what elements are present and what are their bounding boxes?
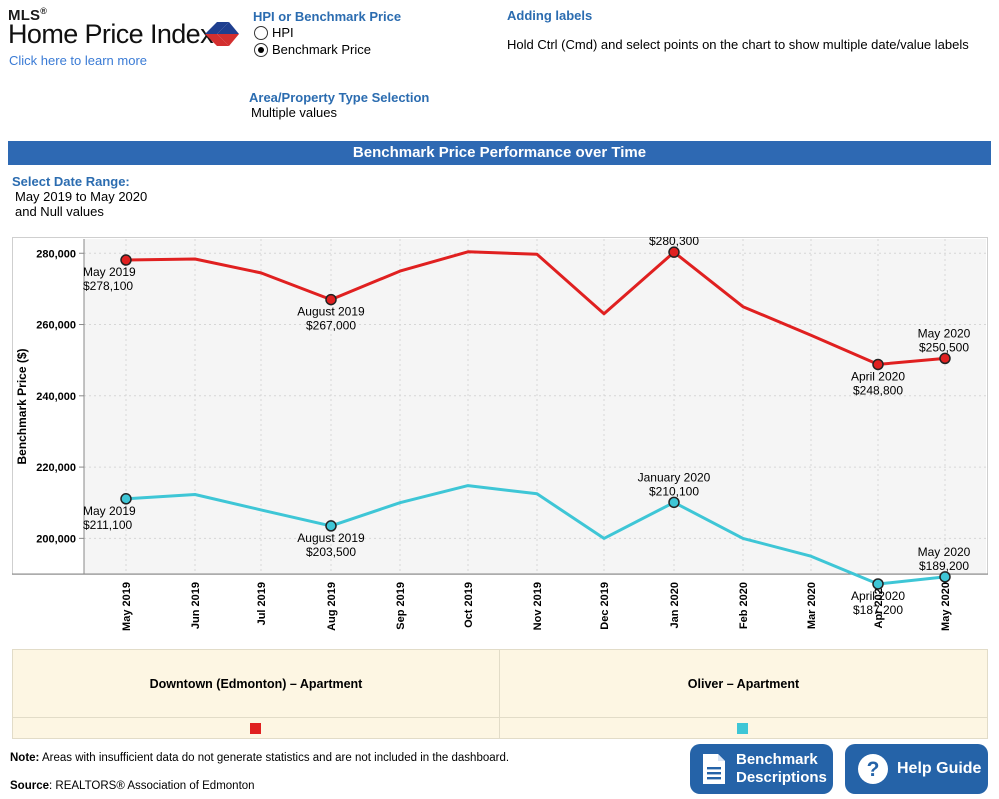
data-label-date: August 2019 bbox=[297, 531, 365, 545]
x-tick-label: Sep 2019 bbox=[395, 582, 407, 630]
data-point bbox=[120, 254, 132, 266]
labels-help-text: Hold Ctrl (Cmd) and select points on the… bbox=[507, 37, 969, 52]
date-range-heading: Select Date Range: bbox=[12, 174, 130, 189]
data-label-date: May 2020 bbox=[918, 326, 971, 340]
radio-hpi-label: HPI bbox=[272, 25, 294, 40]
footer-note: Note: Areas with insufficient data do no… bbox=[10, 752, 510, 764]
logo-title: Home Price Index bbox=[8, 19, 214, 49]
x-tick-label: Dec 2019 bbox=[599, 582, 611, 630]
question-icon: ? bbox=[858, 754, 888, 784]
data-label-value: $248,800 bbox=[853, 383, 903, 397]
legend-item-downtown[interactable]: Downtown (Edmonton) – Apartment bbox=[13, 650, 500, 738]
y-tick-label: 220,000 bbox=[36, 462, 76, 474]
legend-item-oliver[interactable]: Oliver – Apartment bbox=[500, 650, 987, 738]
data-label-value: $210,100 bbox=[649, 484, 699, 498]
x-tick-label: Oct 2019 bbox=[463, 582, 475, 628]
x-tick-label: May 2020 bbox=[940, 582, 952, 631]
data-label-value: $250,500 bbox=[919, 340, 969, 354]
labels-heading: Adding labels bbox=[507, 8, 593, 23]
data-point bbox=[872, 578, 884, 590]
radio-benchmark-circle[interactable] bbox=[254, 42, 268, 57]
data-label-date: May 2020 bbox=[918, 545, 971, 559]
data-label-date: April 2020 bbox=[851, 369, 905, 383]
y-tick-label: 260,000 bbox=[36, 320, 76, 332]
radio-hpi-circle[interactable] bbox=[254, 25, 268, 40]
radio-benchmark-label: Benchmark Price bbox=[272, 42, 371, 57]
date-range-value[interactable]: May 2019 to May 2020 bbox=[15, 189, 148, 204]
radio-benchmark[interactable]: Benchmark Price bbox=[254, 42, 371, 57]
date-range-null: and Null values bbox=[15, 204, 104, 219]
x-tick-label: Jul 2019 bbox=[256, 582, 268, 625]
line-chart[interactable]: 200,000 220,000 240,000 260,000 280,000 Bench… bbox=[12, 237, 988, 642]
help-guide-label: Help Guide bbox=[897, 760, 982, 777]
data-label-date: May 2019 bbox=[83, 265, 136, 279]
logo-mls: MLS® bbox=[8, 6, 48, 24]
x-tick-label: May 2019 bbox=[121, 582, 133, 631]
data-label-date: January 2020 bbox=[638, 470, 711, 484]
legend-swatch-downtown bbox=[250, 723, 261, 734]
legend-label-oliver: Oliver – Apartment bbox=[500, 650, 987, 718]
data-point bbox=[120, 493, 132, 505]
data-label-date: May 2019 bbox=[83, 504, 136, 518]
plot-area bbox=[84, 239, 986, 574]
x-tick-label: Jan 2020 bbox=[669, 582, 681, 628]
footer-source: Source: REALTORS® Association of Edmonto… bbox=[10, 780, 255, 792]
measure-heading: HPI or Benchmark Price bbox=[253, 9, 402, 24]
benchmark-descriptions-button[interactable]: Benchmark Descriptions bbox=[690, 744, 833, 794]
y-tick-label: 240,000 bbox=[36, 391, 76, 403]
x-tick-label: Feb 2020 bbox=[738, 582, 750, 629]
data-label-value: $189,200 bbox=[919, 559, 969, 573]
area-value[interactable]: Multiple values bbox=[251, 105, 337, 120]
chart-banner: Benchmark Price Performance over Time bbox=[8, 141, 991, 165]
x-tick-label: Jun 2019 bbox=[190, 582, 202, 629]
data-point bbox=[872, 358, 884, 371]
y-tick-label: 280,000 bbox=[36, 248, 76, 260]
data-point bbox=[325, 293, 337, 306]
benchmark-descriptions-label: Benchmark Descriptions bbox=[736, 751, 827, 786]
data-label-date: April 2020 bbox=[851, 589, 905, 603]
data-label-value: $211,100 bbox=[83, 518, 132, 532]
learn-more-link[interactable]: Click here to learn more bbox=[9, 53, 147, 68]
x-tick-label: Nov 2019 bbox=[532, 582, 544, 630]
data-point bbox=[325, 520, 337, 532]
data-point bbox=[668, 496, 680, 509]
data-label-value: $278,100 bbox=[83, 279, 133, 293]
x-tick-label: Aug 2019 bbox=[326, 582, 338, 631]
data-point bbox=[668, 246, 680, 258]
logo-mark-icon bbox=[205, 22, 239, 46]
legend-label-downtown: Downtown (Edmonton) – Apartment bbox=[13, 650, 499, 718]
data-label-date: August 2019 bbox=[297, 305, 365, 319]
series-line bbox=[125, 484, 946, 586]
data-label-value: $203,500 bbox=[306, 545, 356, 559]
svg-text:?: ? bbox=[867, 758, 880, 781]
area-heading: Area/Property Type Selection bbox=[249, 90, 430, 105]
legend: Downtown (Edmonton) – Apartment Oliver –… bbox=[12, 649, 988, 739]
x-tick-label: Mar 2020 bbox=[806, 582, 818, 629]
help-guide-button[interactable]: ? Help Guide bbox=[845, 744, 988, 794]
data-point bbox=[939, 352, 951, 365]
data-label-value: $187,200 bbox=[853, 603, 903, 617]
radio-hpi[interactable]: HPI bbox=[254, 25, 294, 40]
y-axis-label: Benchmark Price ($) bbox=[15, 348, 29, 464]
data-point bbox=[939, 571, 951, 583]
data-label-value: $267,000 bbox=[306, 319, 356, 333]
legend-swatch-oliver bbox=[737, 723, 748, 734]
data-label-value: $280,300 bbox=[649, 237, 699, 248]
x-tick-label: Apr 2020 bbox=[873, 582, 885, 628]
document-icon bbox=[703, 754, 725, 784]
y-tick-label: 200,000 bbox=[36, 533, 76, 545]
series-line bbox=[125, 250, 946, 366]
